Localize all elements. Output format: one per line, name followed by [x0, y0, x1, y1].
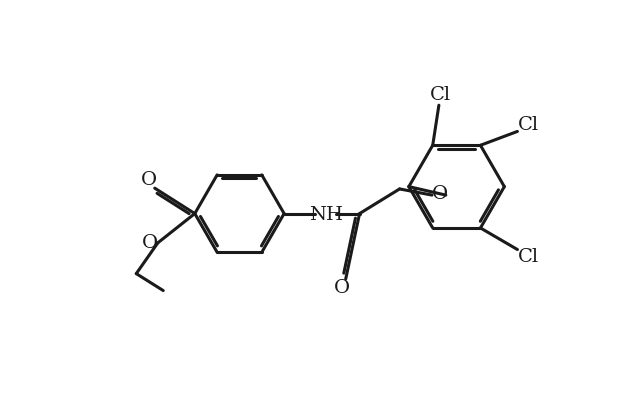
- Text: Cl: Cl: [518, 248, 539, 266]
- Text: Cl: Cl: [430, 86, 451, 104]
- Text: O: O: [141, 171, 157, 190]
- Text: Cl: Cl: [518, 116, 539, 134]
- Text: O: O: [334, 279, 350, 297]
- Text: NH: NH: [308, 206, 342, 224]
- Text: O: O: [142, 234, 158, 252]
- Text: O: O: [431, 185, 448, 202]
